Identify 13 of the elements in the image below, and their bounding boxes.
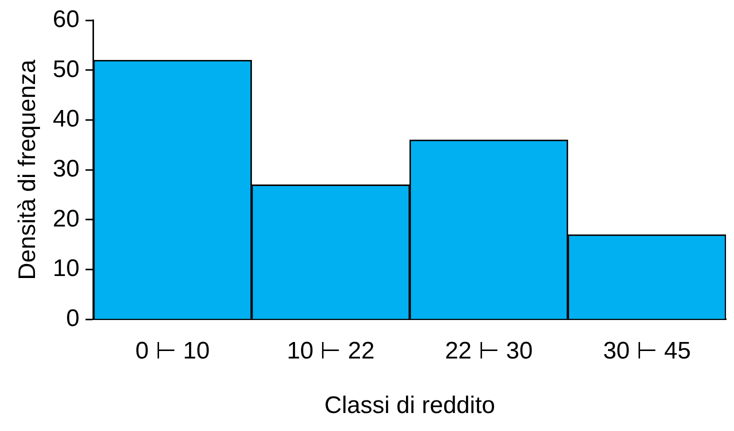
x-tick-label: 0 ⊢ 10 xyxy=(135,337,210,364)
y-tick-label: 60 xyxy=(52,6,80,34)
y-tick-label: 10 xyxy=(52,255,80,282)
x-tick-label: 22 ⊢ 30 xyxy=(444,337,533,364)
x-tick-label: 30 ⊢ 45 xyxy=(603,337,691,364)
y-tick-label: 0 xyxy=(66,305,80,332)
y-tick-label: 50 xyxy=(52,56,80,83)
x-axis-title: Classi di reddito xyxy=(324,392,496,420)
x-tick-label: 10 ⊢ 22 xyxy=(286,337,375,364)
y-tick-label: 20 xyxy=(52,205,80,232)
y-tick-label: 40 xyxy=(52,106,80,133)
y-tick-label: 30 xyxy=(52,156,80,183)
y-axis-title: Densità di frequenza xyxy=(14,59,42,280)
